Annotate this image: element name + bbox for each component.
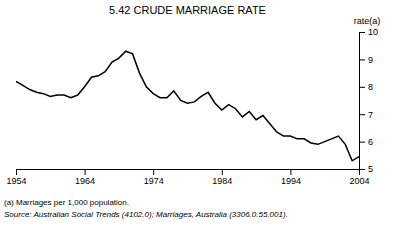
y-tick: 10 <box>359 27 378 37</box>
y-tick-mark <box>359 142 365 143</box>
x-tick-mark <box>153 169 154 175</box>
note: (a) Marriages per 1,000 population. <box>4 198 129 207</box>
x-tick: 2004 <box>349 169 369 186</box>
y-tick-mark <box>359 59 365 60</box>
y-tick: 8 <box>359 82 373 92</box>
x-tick: 1994 <box>281 169 301 186</box>
y-tick-mark <box>359 114 365 115</box>
x-axis-line <box>17 170 360 176</box>
x-tick-mark <box>290 169 291 175</box>
y-axis-line <box>360 33 366 170</box>
y-tick-mark <box>359 87 365 88</box>
plot-area <box>16 51 359 161</box>
y-tick-label: 6 <box>368 137 373 147</box>
x-tick-mark <box>222 169 223 175</box>
x-tick-label: 1984 <box>212 176 232 186</box>
x-tick-mark <box>16 169 17 175</box>
y-tick: 5 <box>359 164 373 174</box>
y-tick: 7 <box>359 110 373 120</box>
y-tick-mark <box>359 32 365 33</box>
x-tick-label: 1994 <box>281 176 301 186</box>
x-tick-label: 1974 <box>144 176 164 186</box>
x-tick-label: 1954 <box>6 176 26 186</box>
line <box>16 51 359 161</box>
y-tick: 6 <box>359 137 373 147</box>
y-axis-label: rate(a) <box>354 16 381 26</box>
x-tick: 1984 <box>212 169 232 186</box>
y-tick-label: 10 <box>368 27 378 37</box>
note: Source: Australian Social Trends (4102.0… <box>4 210 288 219</box>
y-tick-label: 8 <box>368 82 373 92</box>
x-tick-label: 2004 <box>349 176 369 186</box>
y-axis: 5 6 7 8 9 10 <box>359 27 378 174</box>
y-tick-label: 7 <box>368 110 373 120</box>
x-tick: 1964 <box>75 169 95 186</box>
y-tick-mark <box>359 169 365 170</box>
x-tick-mark <box>85 169 86 175</box>
x-tick: 1954 <box>6 169 26 186</box>
chart: 1954 1964 1974 1984 1994 2004 5 6 7 8 9 10 5.42 CRUD… <box>0 0 397 227</box>
y-tick-label: 5 <box>368 164 373 174</box>
x-tick: 1974 <box>144 169 164 186</box>
y-tick: 9 <box>359 55 373 65</box>
title: 5.42 CRUDE MARRIAGE RATE <box>109 4 266 16</box>
y-tick-label: 9 <box>368 55 373 65</box>
x-axis: 1954 1964 1974 1984 1994 2004 <box>6 169 369 186</box>
x-tick-label: 1964 <box>75 176 95 186</box>
